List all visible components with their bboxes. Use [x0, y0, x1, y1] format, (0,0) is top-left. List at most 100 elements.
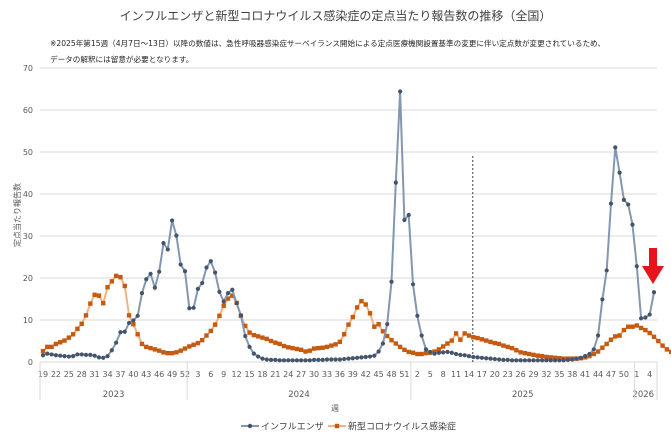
data-point	[595, 349, 601, 354]
x-tick-label: 18	[257, 370, 267, 379]
data-point	[484, 356, 489, 361]
y-tick-label: 40	[23, 190, 33, 199]
data-point	[415, 351, 420, 357]
y-tick-label: 50	[23, 148, 33, 157]
data-point	[617, 170, 622, 175]
data-point	[475, 335, 480, 341]
data-point	[251, 351, 256, 356]
data-point	[204, 265, 209, 270]
data-point	[634, 264, 639, 269]
data-point	[187, 306, 192, 311]
data-point	[79, 352, 84, 357]
data-point	[432, 351, 437, 356]
data-point	[501, 343, 506, 348]
x-tick-label: 4	[647, 370, 652, 379]
data-point	[527, 358, 532, 363]
x-tick-label: 24	[283, 370, 293, 379]
data-point	[264, 336, 269, 342]
data-point	[255, 334, 261, 339]
data-point	[337, 357, 342, 362]
data-point	[324, 344, 330, 350]
y-axis-label: 定点当たり報告数	[12, 183, 22, 247]
data-point	[419, 351, 424, 357]
data-point	[182, 269, 188, 274]
data-point	[200, 280, 205, 286]
data-point	[552, 355, 558, 360]
x-tick-label: 44	[593, 370, 603, 379]
data-point	[320, 345, 325, 350]
x-tick-label: 50	[619, 370, 629, 379]
data-point	[208, 259, 213, 264]
data-point	[230, 287, 235, 292]
data-point	[496, 341, 502, 347]
data-point	[389, 279, 394, 284]
data-point	[49, 344, 54, 350]
x-tick-label: 29	[528, 370, 538, 379]
data-point	[557, 358, 562, 363]
data-point	[139, 341, 145, 347]
x-tick-label: 20	[490, 370, 500, 379]
data-point	[458, 337, 463, 342]
y-tick-label: 0	[28, 358, 33, 367]
data-point	[122, 283, 127, 289]
data-point	[406, 349, 411, 355]
chart-note: ※2025年第15週（4月7日～13日）以降の数値は、急性呼吸器感染症サーベイラ…	[50, 36, 660, 68]
data-point	[630, 324, 635, 329]
x-tick-label: 26	[516, 370, 526, 379]
data-point	[303, 349, 308, 354]
data-point	[251, 332, 257, 338]
x-tick-label: 5	[428, 370, 433, 379]
data-point	[475, 355, 480, 360]
data-point	[290, 345, 295, 351]
data-point	[449, 338, 454, 343]
data-point	[281, 358, 287, 363]
data-point	[669, 349, 671, 355]
data-point	[462, 331, 467, 336]
series-influenza	[40, 89, 657, 363]
data-point	[441, 350, 446, 355]
x-tick-label: 22	[51, 370, 61, 379]
data-point	[324, 357, 330, 362]
data-point	[647, 312, 652, 317]
x-tick-label: 30	[309, 370, 319, 379]
data-point	[169, 350, 175, 356]
data-point	[548, 358, 553, 363]
data-point	[626, 202, 631, 207]
data-point	[488, 339, 493, 345]
data-point	[518, 358, 523, 363]
data-point	[389, 337, 394, 343]
x-tick-label: 31	[90, 370, 100, 379]
x-tick-label: 25	[64, 370, 74, 379]
data-point	[286, 358, 291, 363]
data-point	[552, 358, 558, 363]
data-point	[342, 356, 347, 362]
data-point	[53, 353, 59, 358]
data-point	[83, 313, 89, 318]
data-point	[247, 330, 252, 335]
data-point	[62, 338, 67, 343]
data-point	[341, 332, 347, 337]
data-point	[501, 357, 506, 362]
data-point	[45, 351, 50, 356]
x-tick-label: 48	[386, 370, 396, 379]
data-point	[458, 352, 463, 357]
data-point	[522, 358, 528, 363]
y-tick-label: 60	[23, 106, 33, 115]
data-point	[152, 347, 158, 352]
data-point	[260, 335, 265, 340]
data-point	[53, 341, 59, 347]
data-point	[583, 354, 588, 359]
series-group	[40, 89, 671, 363]
x-tick-label: 43	[141, 370, 151, 379]
data-point	[557, 356, 562, 361]
data-point	[372, 324, 377, 329]
data-point	[535, 353, 541, 358]
data-point	[225, 296, 231, 301]
data-point	[96, 293, 102, 298]
data-point	[488, 356, 493, 361]
data-point	[535, 358, 540, 363]
data-point	[298, 347, 304, 353]
x-tick-label: 52	[180, 370, 190, 379]
y-axis-ticks: 0 10 20 30 40 50 60 70	[23, 64, 33, 367]
data-point	[294, 358, 299, 363]
